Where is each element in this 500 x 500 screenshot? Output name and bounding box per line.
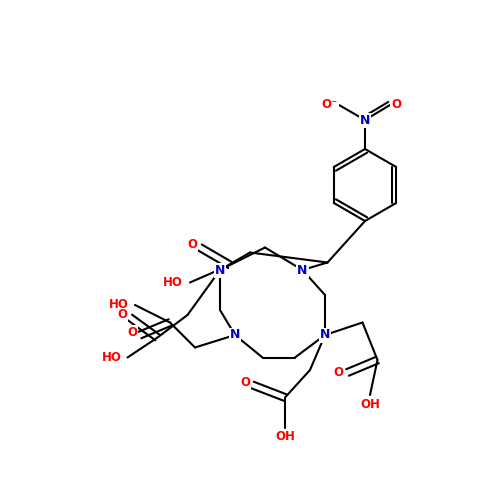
Text: HO: HO: [162, 276, 182, 289]
Text: O: O: [118, 308, 128, 322]
Text: O: O: [334, 366, 344, 379]
Text: HO: HO: [109, 298, 129, 312]
Text: O: O: [240, 376, 250, 389]
Text: OH: OH: [275, 430, 295, 443]
Text: O: O: [128, 326, 138, 339]
Text: OH: OH: [360, 398, 380, 410]
Text: O: O: [391, 98, 401, 110]
Text: N: N: [360, 114, 370, 126]
Text: HO: HO: [102, 351, 121, 364]
Text: N: N: [298, 264, 308, 276]
Text: O: O: [188, 238, 198, 250]
Text: N: N: [215, 264, 225, 276]
Text: N: N: [320, 328, 330, 342]
Text: N: N: [230, 328, 240, 342]
Text: O⁻: O⁻: [322, 98, 338, 110]
